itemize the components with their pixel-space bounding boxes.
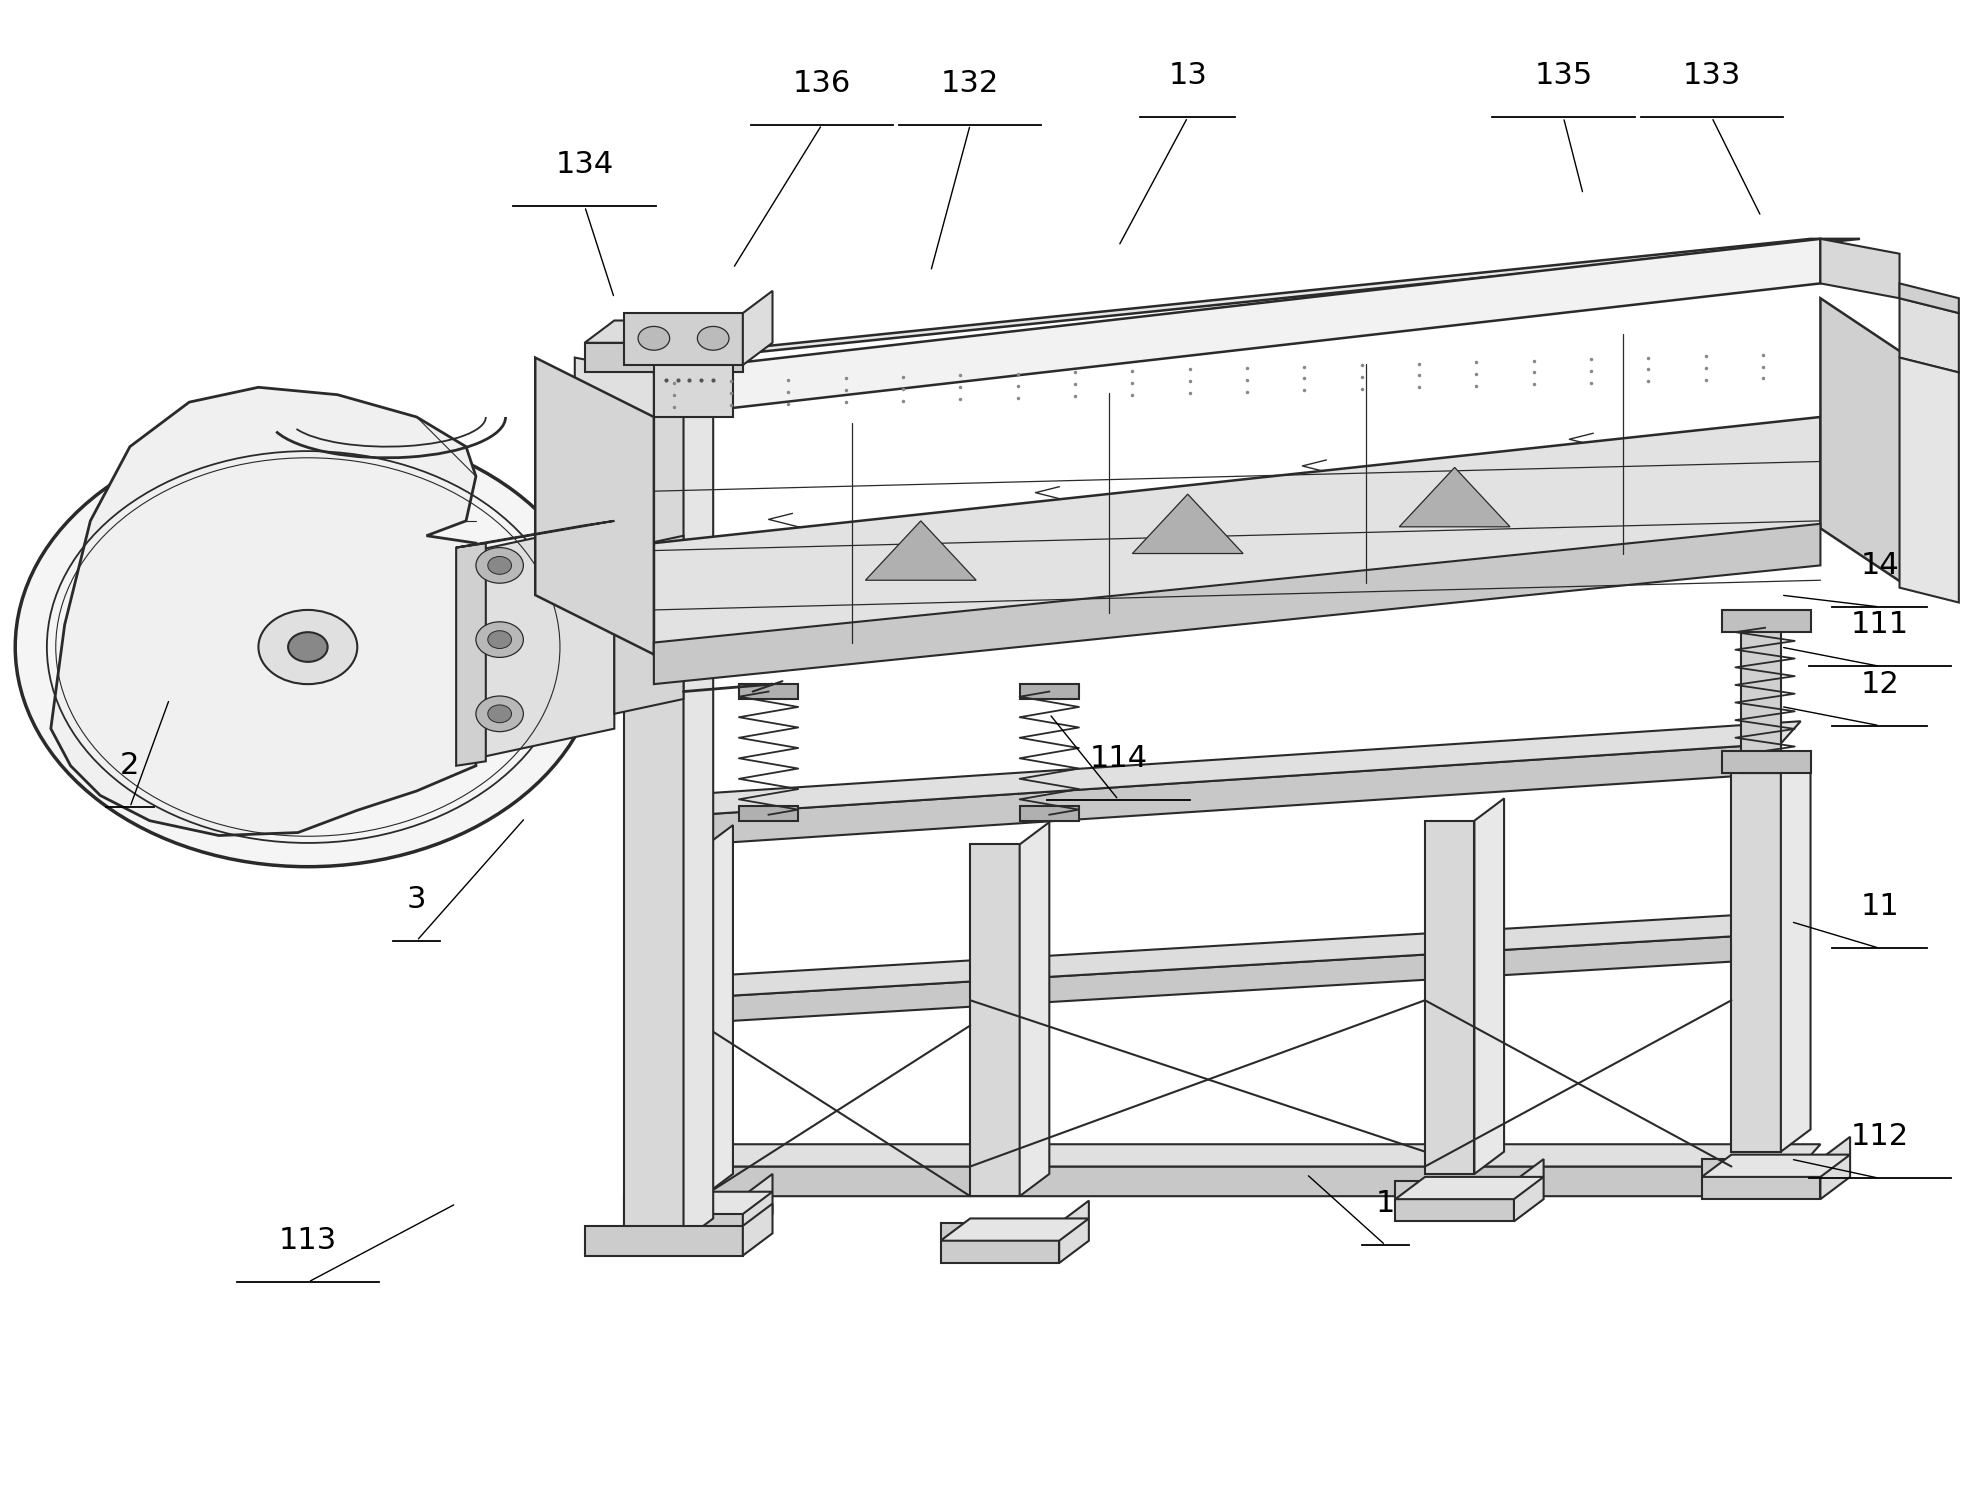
- Text: 111: 111: [1851, 610, 1909, 639]
- Polygon shape: [51, 387, 475, 836]
- Text: 12: 12: [1861, 669, 1899, 699]
- Polygon shape: [653, 357, 733, 416]
- Text: 112: 112: [1851, 1123, 1909, 1151]
- Polygon shape: [1731, 773, 1780, 1151]
- Polygon shape: [584, 1225, 742, 1255]
- Polygon shape: [584, 321, 772, 343]
- Polygon shape: [1020, 822, 1049, 1196]
- Polygon shape: [739, 806, 798, 821]
- Polygon shape: [742, 291, 772, 364]
- Polygon shape: [865, 520, 976, 580]
- Polygon shape: [1400, 467, 1511, 526]
- Polygon shape: [624, 357, 683, 1240]
- Polygon shape: [475, 520, 614, 758]
- Text: 11: 11: [1861, 892, 1899, 922]
- Text: 1: 1: [1376, 1190, 1396, 1218]
- Circle shape: [638, 327, 669, 349]
- Polygon shape: [742, 1173, 772, 1236]
- Circle shape: [475, 696, 523, 732]
- Polygon shape: [1820, 299, 1909, 587]
- Polygon shape: [970, 845, 1020, 1196]
- Polygon shape: [1396, 1176, 1544, 1199]
- Polygon shape: [1721, 610, 1810, 632]
- Polygon shape: [1701, 1158, 1820, 1199]
- Polygon shape: [653, 523, 1820, 684]
- Polygon shape: [653, 416, 1820, 654]
- Polygon shape: [653, 912, 1800, 1001]
- Polygon shape: [742, 1203, 772, 1255]
- Polygon shape: [624, 314, 742, 364]
- Polygon shape: [624, 1191, 772, 1213]
- Polygon shape: [1780, 751, 1810, 1151]
- Polygon shape: [653, 934, 1780, 1026]
- Polygon shape: [614, 535, 683, 714]
- Polygon shape: [1475, 799, 1505, 1173]
- Polygon shape: [683, 336, 713, 1240]
- Polygon shape: [1820, 1138, 1849, 1199]
- Text: 2: 2: [121, 751, 141, 781]
- Polygon shape: [455, 543, 485, 766]
- Circle shape: [475, 622, 523, 657]
- Polygon shape: [1020, 684, 1079, 699]
- Polygon shape: [653, 1166, 1800, 1196]
- Text: 133: 133: [1683, 61, 1740, 91]
- Circle shape: [697, 327, 729, 349]
- Polygon shape: [574, 357, 653, 416]
- Polygon shape: [1020, 806, 1079, 821]
- Polygon shape: [739, 684, 798, 699]
- Polygon shape: [940, 1222, 1059, 1262]
- Polygon shape: [653, 239, 1820, 416]
- Circle shape: [487, 630, 511, 648]
- Polygon shape: [1820, 239, 1899, 299]
- Text: 132: 132: [940, 68, 1000, 98]
- Polygon shape: [1133, 494, 1243, 553]
- Text: 3: 3: [406, 885, 426, 915]
- Polygon shape: [1899, 357, 1958, 602]
- Polygon shape: [653, 239, 1859, 357]
- Polygon shape: [1740, 625, 1780, 773]
- Circle shape: [16, 427, 600, 867]
- Polygon shape: [653, 721, 1800, 818]
- Circle shape: [475, 547, 523, 583]
- Text: 136: 136: [792, 68, 851, 98]
- Circle shape: [287, 632, 327, 662]
- Polygon shape: [1515, 1158, 1544, 1221]
- Polygon shape: [624, 1196, 742, 1236]
- Circle shape: [487, 556, 511, 574]
- Polygon shape: [653, 848, 703, 1196]
- Text: 114: 114: [1089, 744, 1148, 773]
- Polygon shape: [535, 357, 653, 654]
- Polygon shape: [455, 520, 614, 547]
- Polygon shape: [1899, 284, 1958, 314]
- Text: 14: 14: [1861, 550, 1899, 580]
- Polygon shape: [1059, 1200, 1089, 1262]
- Polygon shape: [1396, 1181, 1515, 1221]
- Polygon shape: [703, 825, 733, 1196]
- Polygon shape: [1721, 751, 1810, 773]
- Polygon shape: [584, 343, 742, 372]
- Polygon shape: [673, 1144, 1820, 1166]
- Text: 13: 13: [1168, 61, 1208, 91]
- Polygon shape: [1701, 1154, 1849, 1176]
- Text: 135: 135: [1534, 61, 1592, 91]
- Polygon shape: [653, 744, 1780, 848]
- Circle shape: [487, 705, 511, 723]
- Polygon shape: [1426, 821, 1475, 1173]
- Polygon shape: [940, 1218, 1089, 1240]
- Circle shape: [259, 610, 356, 684]
- Text: 113: 113: [279, 1227, 337, 1255]
- Polygon shape: [1899, 299, 1958, 372]
- Text: 134: 134: [556, 150, 614, 178]
